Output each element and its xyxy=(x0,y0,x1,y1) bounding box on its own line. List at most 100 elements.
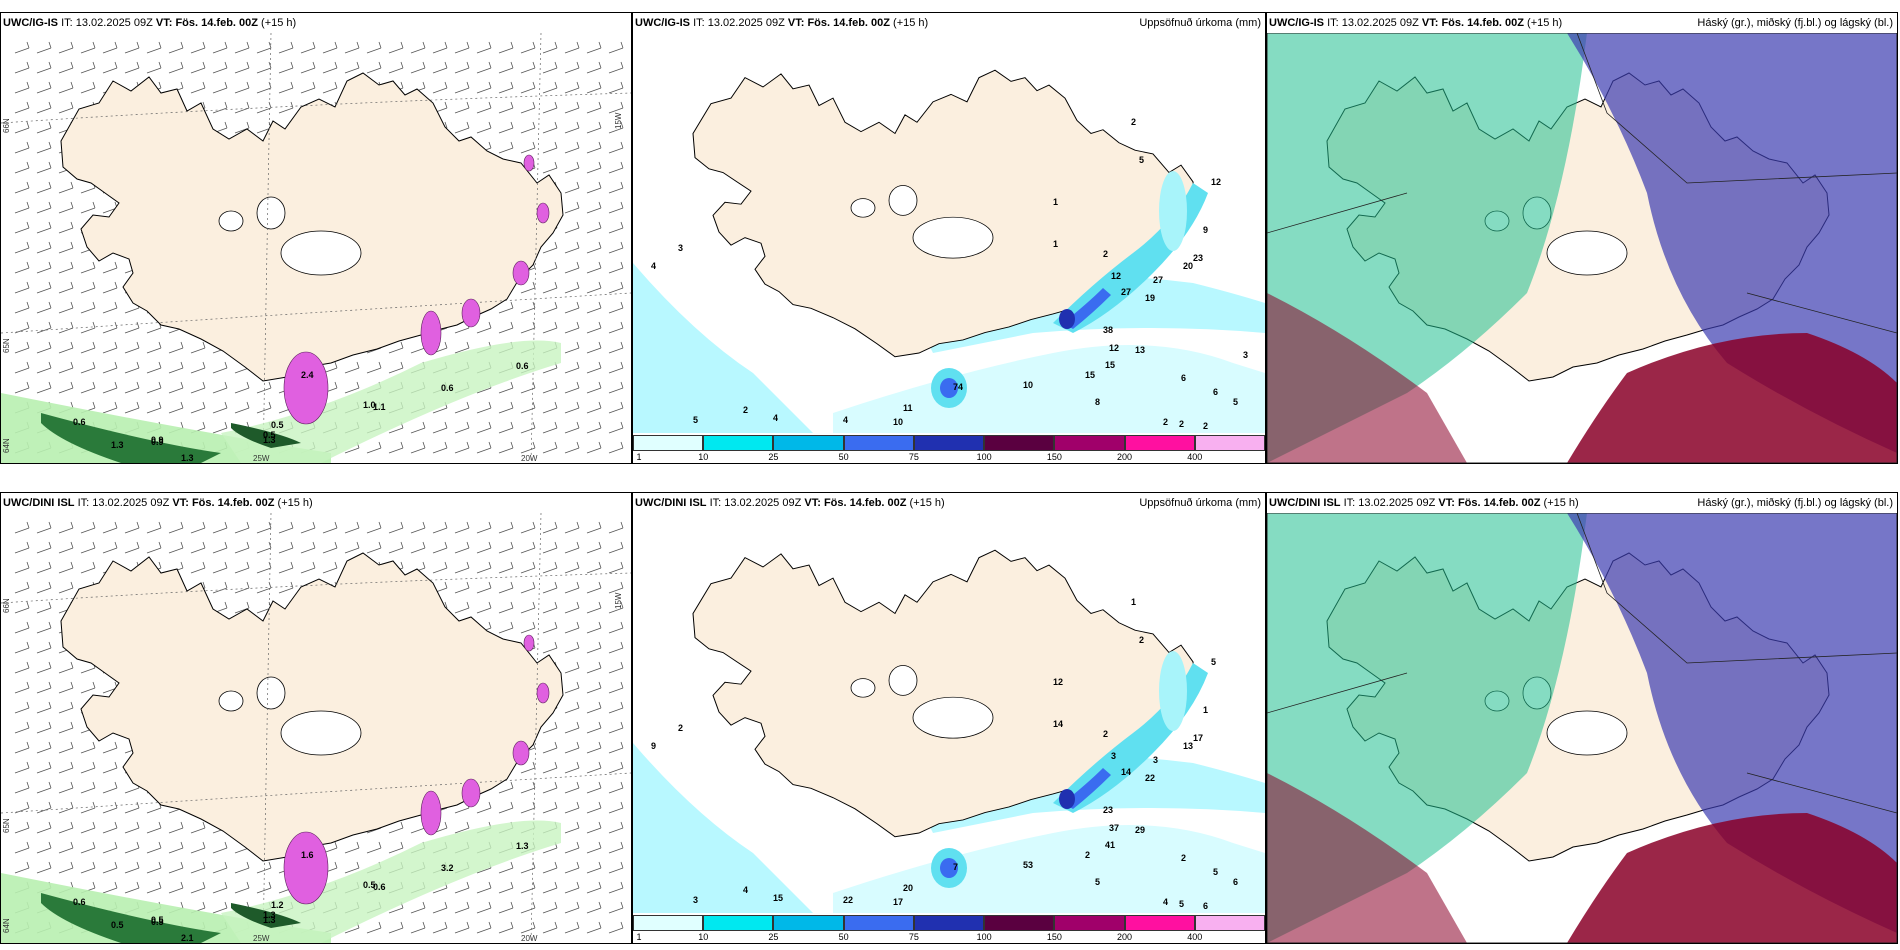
precip-value-label: 19 xyxy=(1145,293,1155,303)
precip-value-label: 74 xyxy=(953,382,963,392)
precip-value-label: 13 xyxy=(1183,741,1193,751)
wind-value-label: 1.3 xyxy=(263,910,276,920)
precip-value-label: 23 xyxy=(1103,805,1113,815)
precip-value-label: 1 xyxy=(1131,597,1136,607)
precip-value-label: 3 xyxy=(1243,350,1248,360)
colorbar-swatch xyxy=(1054,915,1125,931)
precip-value-label: 22 xyxy=(843,895,853,905)
axis-label: 65N xyxy=(2,818,11,833)
colorbar-tick: 400 xyxy=(1187,452,1203,462)
colorbar-tick: 10 xyxy=(698,932,709,942)
panel-title: UWC/IG-IS IT: 13.02.2025 09Z VT: Fös. 14… xyxy=(1267,13,1897,33)
colorbar-tick: 75 xyxy=(908,452,919,462)
precip-value-label: 2 xyxy=(743,405,748,415)
precip-value-label: 22 xyxy=(1145,773,1155,783)
field-label: Uppsöfnuð úrkoma (mm) xyxy=(1139,17,1261,29)
precip-value-label: 29 xyxy=(1135,825,1145,835)
field-label: Háský (gr.), miðský (fj.bl.) og lágský (… xyxy=(1697,17,1893,29)
wind-value-label: 1.2 xyxy=(271,900,284,910)
precip-value-label: 14 xyxy=(1121,767,1131,777)
cloud-panel-top: UWC/IG-IS IT: 13.02.2025 09Z VT: Fös. 14… xyxy=(1266,12,1898,464)
precip-value-label: 2 xyxy=(1131,117,1136,127)
precip-value-label: 6 xyxy=(1203,901,1208,911)
precip-panel-bottom: UWC/DINI ISL IT: 13.02.2025 09Z VT: Fös.… xyxy=(632,492,1266,944)
cloud-panel-bottom: UWC/DINI ISL IT: 13.02.2025 09Z VT: Fös.… xyxy=(1266,492,1898,944)
panel-title: UWC/DINI ISL IT: 13.02.2025 09Z VT: Fös.… xyxy=(633,493,1265,513)
precip-value-label: 5 xyxy=(1211,657,1216,667)
precip-value-label: 5 xyxy=(1095,877,1100,887)
wind-panel-bottom: UWC/DINI ISL IT: 13.02.2025 09Z VT: Fös.… xyxy=(0,492,632,944)
precip-value-label: 17 xyxy=(1193,733,1203,743)
colorbar-swatch xyxy=(703,915,774,931)
colorbar-tick: 400 xyxy=(1187,932,1203,942)
precip-value-label: 3 xyxy=(1153,755,1158,765)
map-area[interactable]: 2.4 0.9 1.0 1.1 0.5 0.6 0.6 0.6 1.3 0.9 1.3 0.5 1.3 6… xyxy=(1,33,631,463)
map-area[interactable]: 1 2 5 12 1 14 2 17 3 13 14 3 22 23 37 29 41 2 53 7 20 17 22 15 4… xyxy=(633,513,1265,913)
wind-value-label: 1.0 xyxy=(363,400,376,410)
colorbar-swatch xyxy=(633,915,704,931)
precip-value-label: 2 xyxy=(678,723,683,733)
wind-value-label: 0.9 xyxy=(151,435,164,445)
colorbar-tick: 50 xyxy=(838,452,849,462)
wind-value-label: 0.5 xyxy=(151,915,164,925)
wind-value-label: 1.3 xyxy=(181,453,194,463)
colorbar-tick: 25 xyxy=(768,452,779,462)
precip-value-label: 12 xyxy=(1053,677,1063,687)
precip-value-label: 27 xyxy=(1153,275,1163,285)
panel-title: UWC/DINI ISL IT: 13.02.2025 09Z VT: Fös.… xyxy=(1,493,631,513)
colorbar-swatch xyxy=(1194,435,1265,451)
precip-value-label: 4 xyxy=(1163,897,1168,907)
precip-value-label: 2 xyxy=(1181,853,1186,863)
wind-value-label: 0.6 xyxy=(73,897,86,907)
precip-value-label: 37 xyxy=(1109,823,1119,833)
wind-value-label: 0.5 xyxy=(363,880,376,890)
axis-label: 20W xyxy=(521,454,538,463)
precip-value-label: 53 xyxy=(1023,860,1033,870)
precip-value-label: 12 xyxy=(1111,271,1121,281)
precip-value-label: 2 xyxy=(1139,635,1144,645)
axis-label: 20W xyxy=(521,934,538,943)
map-area[interactable]: 1.6 0.5 0.5 0.6 1.2 0.6 3.2 1.3 0.5 0.5 2.1 1.3 1.3 6… xyxy=(1,513,631,943)
colorbar-swatch xyxy=(984,915,1055,931)
axis-label: 64N xyxy=(2,438,11,453)
precip-value-label: 3 xyxy=(1111,751,1116,761)
wind-value-label: 0.5 xyxy=(151,917,164,927)
axis-label: 64N xyxy=(2,918,11,933)
precip-value-label: 41 xyxy=(1105,840,1115,850)
colorbar-swatch xyxy=(984,435,1055,451)
map-area[interactable]: 2 5 12 1 9 1 2 23 12 20 27 27 19 38 12 13 15 15 10 74 11 10 4 4… xyxy=(633,33,1265,433)
precip-value-label: 12 xyxy=(1211,177,1221,187)
axis-label: 25W xyxy=(253,454,270,463)
wind-value-label: 1.3 xyxy=(111,440,124,450)
precip-value-label: 38 xyxy=(1103,325,1113,335)
wind-value-label: 0.6 xyxy=(73,417,86,427)
colorbar-tick: 150 xyxy=(1046,452,1062,462)
panel-title: UWC/IG-IS IT: 13.02.2025 09Z VT: Fös. 14… xyxy=(1,13,631,33)
precip-value-label: 5 xyxy=(1179,899,1184,909)
axis-label: 65N xyxy=(2,338,11,353)
colorbar-tick: 100 xyxy=(976,932,992,942)
precip-value-label: 2 xyxy=(1163,417,1168,427)
precip-value-label: 10 xyxy=(1023,380,1033,390)
precip-value-label: 2 xyxy=(1103,729,1108,739)
precip-value-label: 2 xyxy=(1203,421,1208,431)
colorbar-swatch xyxy=(913,915,985,931)
precip-value-label: 5 xyxy=(1139,155,1144,165)
axis-label: 66N xyxy=(2,598,11,613)
precip-value-label: 8 xyxy=(1095,397,1100,407)
wind-panel-top: UWC/IG-IS IT: 13.02.2025 09Z VT: Fös. 14… xyxy=(0,12,632,464)
field-label: Háský (gr.), miðský (fj.bl.) og lágský (… xyxy=(1697,497,1893,509)
map-area[interactable] xyxy=(1267,513,1897,943)
precip-value-label: 15 xyxy=(773,893,783,903)
precip-value-label: 2 xyxy=(1085,850,1090,860)
map-area[interactable] xyxy=(1267,33,1897,463)
colorbar-swatch xyxy=(773,435,844,451)
colorbar-swatch xyxy=(843,435,914,451)
wind-value-label: 1.3 xyxy=(263,435,276,445)
precip-value-label: 9 xyxy=(1203,225,1208,235)
precip-value-label: 9 xyxy=(651,741,656,751)
precip-value-label: 2 xyxy=(1103,249,1108,259)
axis-label: 15W xyxy=(614,592,623,609)
precip-panel-top: UWC/IG-IS IT: 13.02.2025 09Z VT: Fös. 14… xyxy=(632,12,1266,464)
precip-colorbar: 1 10 25 50 75 100 150 200 400 xyxy=(633,913,1265,943)
